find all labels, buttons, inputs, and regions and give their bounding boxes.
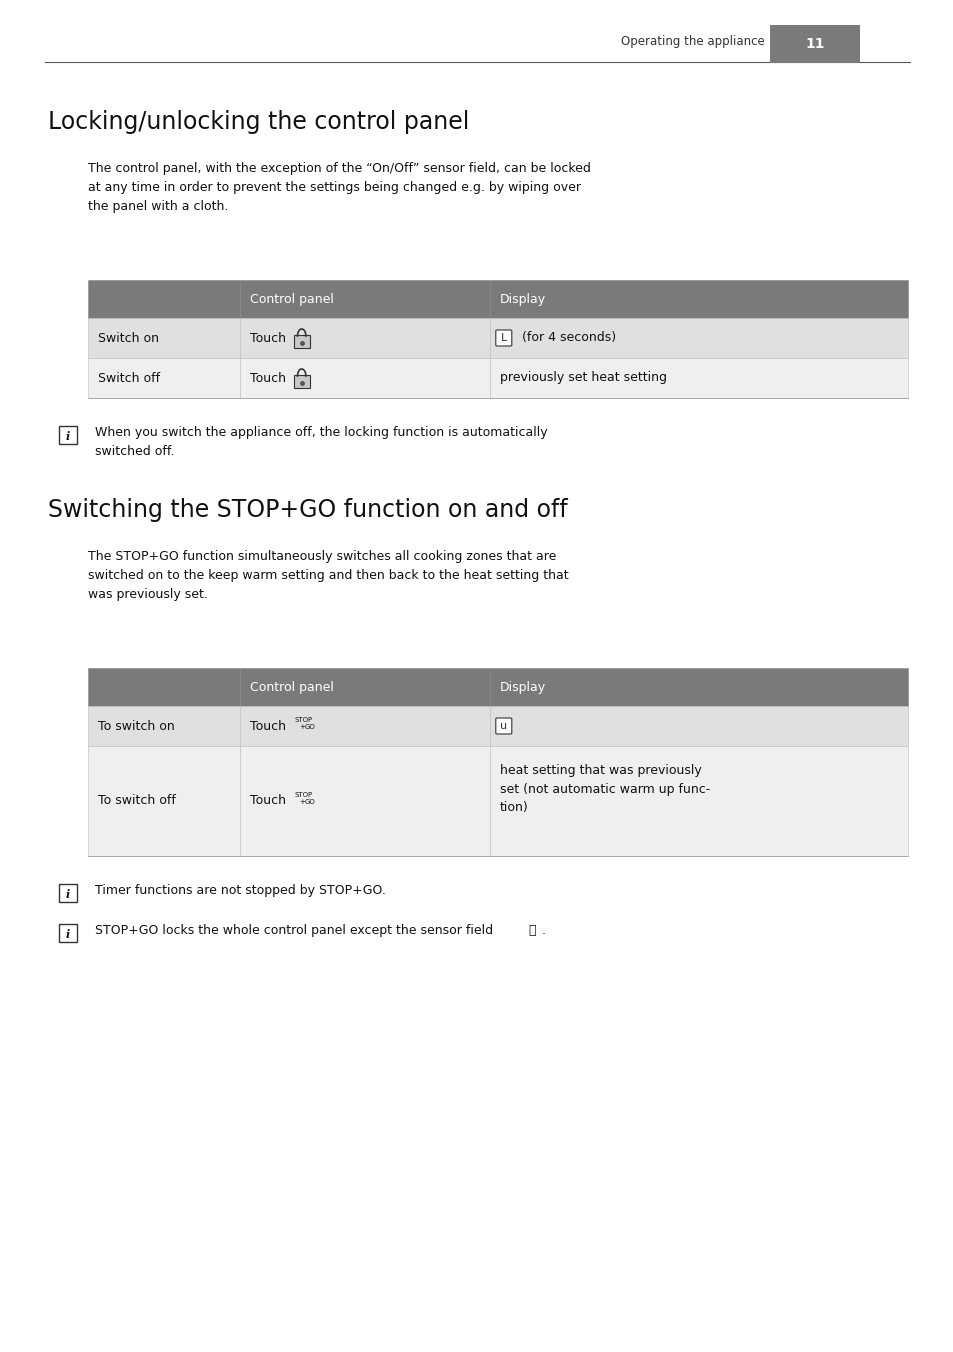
FancyBboxPatch shape	[496, 718, 511, 734]
Text: Control panel: Control panel	[250, 680, 334, 694]
Bar	[769, 24, 859, 64]
Text: +: +	[299, 725, 305, 730]
Text: Switching the STOP+GO function on and off: Switching the STOP+GO function on and of…	[48, 498, 567, 522]
FancyBboxPatch shape	[59, 426, 77, 443]
Text: L: L	[500, 333, 506, 343]
Text: previously set heat setting: previously set heat setting	[499, 372, 666, 384]
Bar	[239, 706, 489, 746]
Bar	[239, 668, 489, 706]
Text: STOP: STOP	[294, 717, 313, 723]
Text: GO: GO	[304, 799, 314, 804]
Bar	[489, 318, 907, 358]
Text: To switch off: To switch off	[98, 795, 175, 807]
Text: Display: Display	[499, 680, 545, 694]
Text: To switch on: To switch on	[98, 719, 174, 733]
Text: Touch: Touch	[250, 372, 290, 384]
Text: Touch: Touch	[250, 795, 290, 807]
Bar	[489, 746, 907, 856]
Text: (for 4 seconds): (for 4 seconds)	[521, 331, 616, 345]
Text: .: .	[541, 923, 545, 937]
Bar	[88, 318, 239, 358]
Text: The control panel, with the exception of the “On/Off” sensor field, can be locke: The control panel, with the exception of…	[88, 162, 590, 214]
Bar	[88, 746, 239, 856]
Text: Control panel: Control panel	[250, 292, 334, 306]
Text: heat setting that was previously
set (not automatic warm up func-
tion): heat setting that was previously set (no…	[499, 764, 709, 814]
Text: Display: Display	[499, 292, 545, 306]
Text: Locking/unlocking the control panel: Locking/unlocking the control panel	[48, 110, 469, 134]
Bar	[489, 358, 907, 397]
Text: Touch: Touch	[250, 719, 290, 733]
Text: The STOP+GO function simultaneously switches all cooking zones that are
switched: The STOP+GO function simultaneously swit…	[88, 550, 568, 602]
FancyBboxPatch shape	[59, 884, 77, 902]
Text: 11: 11	[804, 37, 824, 51]
FancyBboxPatch shape	[496, 330, 511, 346]
Text: Operating the appliance: Operating the appliance	[620, 35, 764, 49]
Text: u: u	[499, 721, 507, 731]
FancyBboxPatch shape	[59, 923, 77, 942]
Text: STOP: STOP	[294, 792, 313, 798]
Text: Switch off: Switch off	[98, 372, 160, 384]
Bar	[239, 746, 489, 856]
Text: Touch: Touch	[250, 331, 290, 345]
Text: Timer functions are not stopped by STOP+GO.: Timer functions are not stopped by STOP+…	[95, 884, 385, 896]
Bar	[239, 358, 489, 397]
Bar	[239, 280, 489, 318]
Text: GO: GO	[304, 725, 314, 730]
Bar	[489, 706, 907, 746]
FancyBboxPatch shape	[294, 335, 310, 347]
Text: i: i	[66, 929, 71, 940]
Text: i: i	[66, 888, 71, 899]
Bar	[88, 668, 239, 706]
Bar	[88, 358, 239, 397]
FancyBboxPatch shape	[294, 375, 310, 388]
Text: Switch on: Switch on	[98, 331, 159, 345]
Bar	[88, 706, 239, 746]
Bar	[489, 280, 907, 318]
Text: +: +	[299, 799, 305, 804]
Bar	[88, 280, 239, 318]
Text: Ⓒ: Ⓒ	[527, 923, 535, 937]
Bar	[489, 668, 907, 706]
Text: i: i	[66, 430, 71, 442]
Text: When you switch the appliance off, the locking function is automatically
switche: When you switch the appliance off, the l…	[95, 426, 547, 458]
Text: STOP+GO locks the whole control panel except the sensor field: STOP+GO locks the whole control panel ex…	[95, 923, 497, 937]
Bar	[239, 318, 489, 358]
